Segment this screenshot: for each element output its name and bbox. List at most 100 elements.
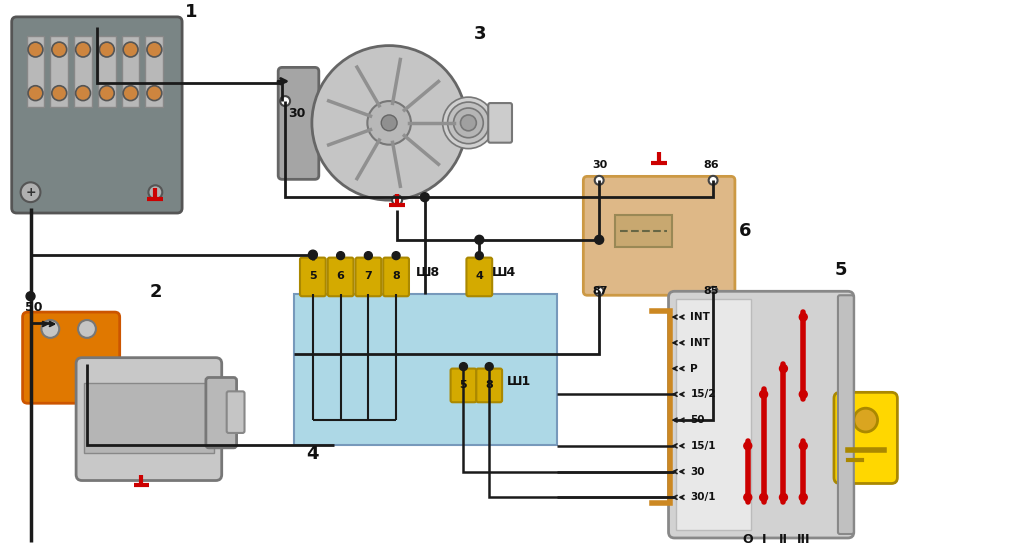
Bar (145, 36, 163, 107)
Circle shape (392, 252, 400, 260)
FancyBboxPatch shape (76, 358, 222, 481)
Circle shape (26, 292, 35, 301)
Text: 3: 3 (473, 25, 485, 43)
Text: O: O (742, 533, 753, 546)
Text: 2: 2 (150, 283, 162, 301)
FancyBboxPatch shape (206, 378, 237, 448)
Circle shape (595, 235, 603, 244)
Circle shape (123, 42, 138, 57)
Circle shape (475, 235, 483, 244)
Text: 50: 50 (25, 301, 42, 314)
FancyBboxPatch shape (328, 258, 353, 296)
FancyBboxPatch shape (300, 258, 326, 296)
Circle shape (460, 363, 467, 370)
Circle shape (447, 102, 489, 144)
Circle shape (800, 493, 807, 501)
Circle shape (123, 85, 138, 101)
Text: III: III (797, 533, 810, 546)
Text: 50: 50 (690, 415, 705, 425)
Circle shape (365, 252, 373, 260)
Text: 6: 6 (337, 271, 344, 282)
Text: 8: 8 (485, 380, 494, 390)
Text: Ш8: Ш8 (416, 266, 440, 279)
Circle shape (779, 364, 787, 373)
Circle shape (454, 108, 483, 138)
FancyBboxPatch shape (838, 295, 854, 534)
Circle shape (99, 42, 115, 57)
FancyBboxPatch shape (488, 103, 512, 142)
Text: 6: 6 (739, 222, 752, 240)
Text: 86: 86 (703, 161, 719, 170)
Circle shape (760, 493, 768, 501)
Text: 15/2: 15/2 (690, 389, 716, 399)
Circle shape (461, 115, 476, 131)
Circle shape (337, 252, 344, 260)
Bar (122, 36, 139, 107)
Text: II: II (779, 533, 787, 546)
Text: 30: 30 (288, 107, 305, 120)
FancyBboxPatch shape (23, 312, 120, 403)
Text: 5: 5 (835, 261, 848, 279)
Circle shape (760, 390, 768, 398)
FancyBboxPatch shape (834, 392, 897, 483)
Circle shape (309, 252, 316, 260)
Circle shape (146, 42, 162, 57)
Text: 4: 4 (475, 271, 483, 282)
Circle shape (595, 287, 603, 296)
Bar (50, 36, 69, 107)
Text: I: I (762, 533, 766, 546)
Text: 1: 1 (185, 3, 198, 21)
Bar (98, 36, 116, 107)
Circle shape (392, 195, 402, 205)
Circle shape (28, 85, 43, 101)
FancyBboxPatch shape (476, 369, 502, 402)
FancyBboxPatch shape (466, 258, 493, 296)
Circle shape (308, 250, 317, 259)
Circle shape (76, 85, 90, 101)
Circle shape (854, 408, 878, 432)
FancyBboxPatch shape (279, 67, 318, 179)
Circle shape (381, 115, 397, 131)
FancyBboxPatch shape (584, 176, 735, 295)
Text: 4: 4 (306, 445, 318, 463)
Circle shape (20, 182, 40, 202)
Circle shape (368, 101, 411, 145)
Text: 5: 5 (309, 271, 316, 282)
Circle shape (709, 287, 718, 296)
Circle shape (800, 442, 807, 450)
Circle shape (41, 320, 59, 338)
Circle shape (28, 42, 43, 57)
Text: 5: 5 (460, 380, 467, 390)
Circle shape (52, 42, 67, 57)
Circle shape (148, 185, 162, 199)
Text: +: + (26, 186, 36, 199)
FancyBboxPatch shape (451, 369, 476, 402)
Bar (84, 384, 214, 453)
Circle shape (800, 313, 807, 321)
Circle shape (78, 320, 96, 338)
Text: INT: INT (690, 312, 711, 322)
Circle shape (743, 442, 752, 450)
Circle shape (485, 363, 494, 370)
Text: Ш4: Ш4 (493, 266, 516, 279)
Bar (27, 36, 44, 107)
Circle shape (281, 96, 290, 106)
FancyBboxPatch shape (11, 17, 182, 213)
Text: 30: 30 (690, 466, 705, 477)
Text: 8: 8 (392, 271, 400, 282)
Circle shape (743, 493, 752, 501)
Circle shape (99, 85, 115, 101)
FancyBboxPatch shape (669, 292, 854, 538)
Text: 7: 7 (365, 271, 373, 282)
Circle shape (312, 45, 466, 200)
Circle shape (475, 252, 483, 260)
Bar (677, 299, 751, 530)
Text: P: P (690, 363, 698, 374)
Circle shape (779, 493, 787, 501)
Circle shape (800, 390, 807, 398)
FancyBboxPatch shape (226, 391, 245, 433)
FancyBboxPatch shape (383, 258, 409, 296)
Circle shape (52, 85, 67, 101)
Bar (74, 36, 92, 107)
Text: 15/1: 15/1 (690, 441, 716, 451)
